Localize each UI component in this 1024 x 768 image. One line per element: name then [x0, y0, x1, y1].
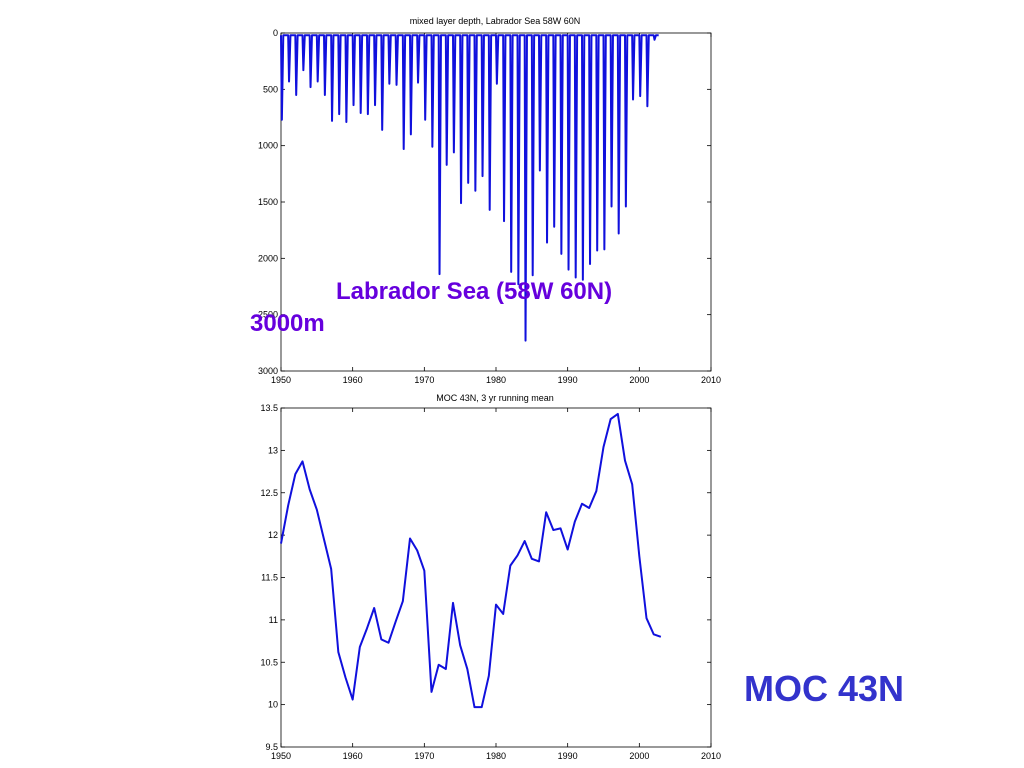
y-tick-label: 0 [273, 28, 278, 38]
y-tick-label: 11 [269, 615, 278, 625]
depth-3000m-annotation: 3000m [250, 310, 325, 337]
y-tick-label: 2000 [258, 253, 278, 263]
moc-chart: MOC 43N, 3 yr running mean 1950 1960 1970 1… [260, 393, 721, 761]
y-tick-label: 13 [268, 445, 278, 455]
x-tick-label: 1980 [486, 751, 506, 761]
series [280, 34, 659, 342]
y-tick-label: 12 [268, 530, 278, 540]
labrador-sea-annotation: Labrador Sea (58W 60N) [336, 278, 613, 305]
y-axis: 0 500 1000 1500 2000 2500 3000 [258, 28, 711, 376]
x-tick-label: 1950 [271, 751, 291, 761]
moc-43n-annotation: MOC 43N [744, 668, 905, 709]
y-axis: 9.5 10 10.5 11 11.5 12 12.5 13 13.5 [260, 403, 711, 752]
y-tick-label: 12.5 [260, 488, 278, 498]
y-tick-label: 10.5 [260, 657, 278, 667]
plot-frame [280, 407, 712, 748]
moc-line [280, 412, 662, 709]
mixed-layer-depth-line [280, 34, 659, 342]
x-tick-label: 2010 [701, 375, 721, 385]
x-tick-label: 1990 [558, 751, 578, 761]
y-tick-label: 2500 [258, 310, 278, 320]
y-tick-label: 13.5 [260, 403, 278, 413]
x-axis: 1950 1960 1970 1980 1990 2000 2010 [271, 408, 721, 761]
y-tick-label: 10 [268, 700, 278, 710]
x-tick-label: 1950 [271, 375, 291, 385]
y-tick-label: 9.5 [265, 742, 278, 752]
x-tick-label: 1970 [414, 375, 434, 385]
mixed-layer-depth-chart: mixed layer depth, Labrador Sea 58W 60N … [258, 16, 721, 385]
y-tick-label: 1000 [258, 141, 278, 151]
x-tick-label: 2000 [629, 375, 649, 385]
x-tick-label: 2000 [629, 751, 649, 761]
y-tick-label: 500 [263, 84, 278, 94]
series [280, 412, 662, 709]
x-tick-label: 2010 [701, 751, 721, 761]
chart-title: MOC 43N, 3 yr running mean [436, 393, 554, 403]
y-tick-label: 11.5 [261, 573, 278, 583]
x-tick-label: 1960 [343, 375, 363, 385]
x-tick-label: 1960 [343, 751, 363, 761]
x-tick-label: 1980 [486, 375, 506, 385]
y-tick-label: 3000 [258, 366, 278, 376]
x-tick-label: 1990 [558, 375, 578, 385]
chart-title: mixed layer depth, Labrador Sea 58W 60N [410, 16, 581, 26]
x-tick-label: 1970 [414, 751, 434, 761]
y-tick-label: 1500 [258, 197, 278, 207]
